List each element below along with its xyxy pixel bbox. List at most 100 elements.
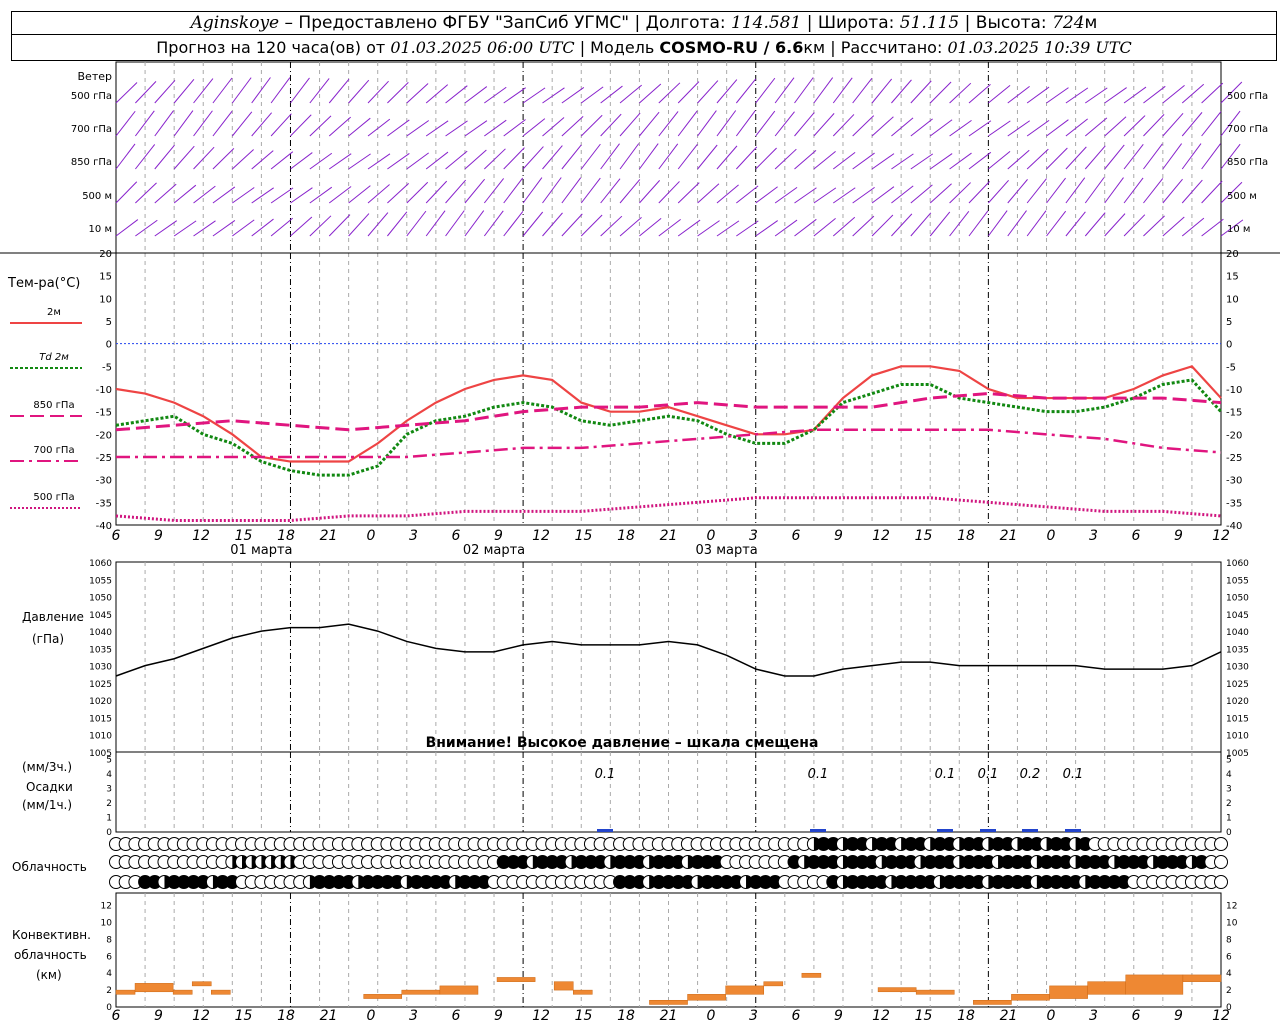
wind-barb (794, 112, 815, 137)
convective-bar (801, 972, 822, 978)
wind-barb (1007, 149, 1030, 170)
wind-title: Ветер (78, 70, 112, 83)
wind-barb (154, 144, 175, 170)
wind-level-left: 500 м (82, 191, 112, 202)
temp-tick-right: 0 (1226, 340, 1232, 351)
wind-barb (406, 210, 427, 237)
temp-hour-tick: 9 (154, 528, 163, 544)
wind-level-left: 850 гПа (71, 157, 112, 168)
convective-bar (134, 983, 174, 993)
wind-barb (1162, 84, 1185, 104)
wind-barb (677, 81, 700, 104)
convective-bar (363, 994, 403, 999)
bottom-hour-tick: 12 (532, 1008, 550, 1024)
wind-barb (154, 183, 177, 204)
precip-tick-right: 0 (1226, 828, 1232, 838)
model-name: COSMO-RU / 6.6 (659, 38, 804, 57)
wind-barb (987, 210, 1008, 237)
wind-barb (290, 187, 313, 204)
pressure-tick-left: 1005 (89, 749, 112, 759)
wind-barb (193, 220, 216, 237)
wind-barb (1181, 143, 1202, 170)
wind-barb (813, 187, 837, 204)
pressure-tick-right: 1040 (1226, 628, 1249, 638)
wind-barb (173, 184, 197, 204)
wind-barb (484, 86, 507, 104)
wind-barb (949, 182, 971, 204)
convective-bar (439, 985, 479, 995)
temp-tick-left: -35 (96, 498, 112, 509)
wind-barb (212, 220, 236, 237)
wind-barb (697, 110, 717, 137)
latitude-value: 51.115 (899, 13, 960, 33)
wind-barb (639, 111, 660, 137)
pressure-tick-left: 1045 (89, 611, 112, 621)
wind-barb (115, 82, 138, 104)
wind-barb (1007, 85, 1030, 104)
wind-barb (1201, 82, 1224, 104)
bottom-hour-tick: 3 (749, 1008, 758, 1024)
bottom-hour-tick: 21 (1000, 1008, 1018, 1024)
wind-barb (1162, 178, 1183, 204)
wind-barb (619, 179, 641, 204)
wind-barb (677, 182, 700, 204)
wind-barb (270, 77, 291, 104)
bottom-hour-tick: 3 (409, 1008, 418, 1024)
wind-barb (1026, 178, 1047, 204)
wind-barb (1123, 214, 1146, 237)
temp-hour-tick: 15 (235, 528, 253, 544)
wind-barb (193, 78, 214, 104)
temp-series-line (115, 496, 1222, 522)
wind-barb (309, 152, 333, 170)
wind-level-right: 500 гПа (1227, 91, 1268, 102)
altitude-label: Высота: (975, 13, 1047, 33)
precip-annotation: 0.1 (1063, 767, 1084, 782)
wind-barb (1046, 177, 1066, 204)
wind-barb (871, 116, 894, 137)
wind-barb (677, 219, 701, 237)
wind-barb (348, 79, 370, 104)
convective-bar (191, 981, 212, 987)
wind-barb (619, 216, 642, 237)
wind-barb (542, 212, 563, 237)
wind-barb (464, 120, 488, 137)
pressure-tick-left: 1040 (89, 628, 112, 638)
temp-hour-tick: 3 (749, 528, 758, 544)
bottom-hour-tick: 18 (617, 1008, 635, 1024)
wind-barb (949, 210, 970, 237)
wind-barb (677, 143, 698, 170)
bottom-hour-tick: 0 (707, 1008, 716, 1024)
header-station-line: Aginskoye – Предоставлено ФГБУ "ЗапСиб У… (11, 11, 1277, 35)
wind-barb (988, 150, 1011, 170)
bottom-hour-tick: 3 (1089, 1008, 1098, 1024)
wind-barb (445, 150, 468, 170)
wind-barb (1104, 144, 1125, 170)
wind-barb (755, 147, 777, 170)
model-unit: км (803, 38, 826, 57)
temp-series-line (116, 428, 1222, 459)
wind-barb (794, 149, 817, 170)
wind-barb (852, 215, 875, 237)
wind-barb (445, 210, 465, 237)
wind-barb (115, 219, 139, 237)
temp-hour-tick: 6 (792, 528, 801, 544)
wind-barb (1181, 83, 1205, 104)
wind-barb (658, 82, 681, 104)
wind-barb (251, 187, 274, 204)
wind-barb (1065, 87, 1089, 104)
temp-hour-tick: 15 (575, 528, 593, 544)
wind-barb (755, 186, 778, 204)
convective-bar (915, 989, 955, 995)
convective-bar (1087, 981, 1126, 995)
temp-tick-right: -35 (1226, 498, 1242, 509)
precip-annotation: 0.1 (978, 767, 999, 782)
temp-tick-right: 15 (1226, 272, 1239, 283)
temp-hour-tick: 3 (409, 528, 418, 544)
wind-barb (1104, 177, 1124, 204)
date-label: 03 марта (696, 543, 758, 558)
wind-barb (309, 186, 333, 204)
model-label: Модель (590, 38, 655, 57)
temp-tick-left: -10 (96, 385, 112, 396)
pressure-tick-left: 1030 (89, 663, 112, 673)
wind-barb (929, 81, 952, 104)
